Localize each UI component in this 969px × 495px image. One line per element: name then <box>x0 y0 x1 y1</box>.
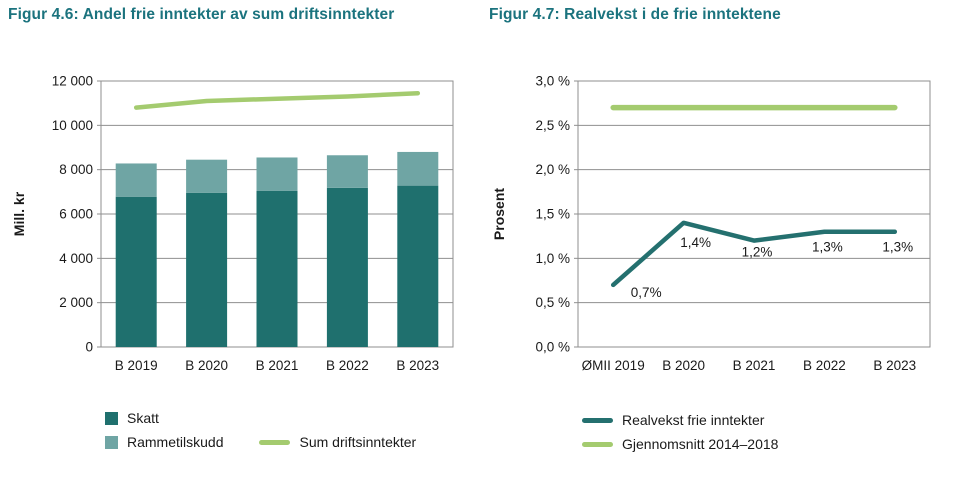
x-tick-label: B 2022 <box>326 358 369 373</box>
bar-rammetilskudd <box>256 157 298 191</box>
y-tick-label: 2 000 <box>59 295 93 310</box>
y-tick-label: 0 <box>85 340 93 355</box>
x-tick-label: ØMII 2019 <box>582 358 645 373</box>
legend-row: Gjennomsnitt 2014–2018 <box>582 433 778 455</box>
bar-rammetilskudd <box>397 151 439 186</box>
realvekst-line <box>610 220 898 288</box>
y-tick-label: 8 000 <box>59 162 93 177</box>
y-tick-label: 3,0 % <box>535 74 570 89</box>
y-tick-label: 1,5 % <box>535 207 570 222</box>
y-axis-title: Prosent <box>491 188 507 240</box>
realvekst-line-marker <box>582 417 613 423</box>
legend-label-rammetilskudd: Rammetilskudd <box>127 434 224 450</box>
data-label: 1,3% <box>882 240 913 255</box>
y-tick-label: 0,5 % <box>535 295 570 310</box>
x-tick-label: B 2022 <box>803 358 846 373</box>
y-tick-label: 4 000 <box>59 251 93 266</box>
bar-skatt <box>397 185 439 347</box>
rammetilskudd-swatch <box>105 435 118 449</box>
x-tick-label: B 2020 <box>185 358 228 373</box>
legend-figur-4-6: Skatt Rammetilskudd Sum driftsinntekter <box>105 407 416 453</box>
legend-label-sum-driftsinntekter: Sum driftsinntekter <box>299 434 417 450</box>
x-tick-label: B 2023 <box>873 358 916 373</box>
bar-rammetilskudd <box>326 155 368 188</box>
bar-skatt <box>186 192 228 347</box>
legend-label-skatt: Skatt <box>127 410 159 426</box>
legend-label-gjennomsnitt: Gjennomsnitt 2014–2018 <box>622 436 779 452</box>
x-tick-label: B 2021 <box>733 358 776 373</box>
legend-row: Skatt <box>105 407 416 429</box>
data-label: 0,7% <box>631 285 662 300</box>
y-tick-label: 1,0 % <box>535 251 570 266</box>
skatt-swatch <box>105 411 118 425</box>
y-tick-label: 0,0 % <box>535 340 570 355</box>
y-tick-label: 2,0 % <box>535 162 570 177</box>
plot-border <box>577 80 931 348</box>
bar-skatt <box>115 196 157 347</box>
y-tick-label: 12 000 <box>52 74 93 89</box>
figure-4-7-title: Figur 4.7: Realvekst i de frie inntekten… <box>489 6 781 23</box>
y-tick-label: 6 000 <box>59 207 93 222</box>
bar-skatt <box>256 190 298 347</box>
legend-figur-4-7: Realvekst frie inntekter Gjennomsnitt 20… <box>582 409 778 455</box>
sum-driftsinntekter-line <box>133 90 421 110</box>
bar-skatt <box>326 187 368 347</box>
sum-driftsinntekter-line-marker <box>259 439 291 445</box>
figure-4-6-title: Figur 4.6: Andel frie inntekter av sum d… <box>8 6 395 23</box>
chart-andel-frie-inntekter: 0 2 000 4 000 6 000 8 000 10 000 12 000 B 2019 B… <box>11 74 454 373</box>
bar-rammetilskudd <box>115 163 157 197</box>
legend-label-realvekst: Realvekst frie inntekter <box>622 412 765 428</box>
legend-row: Rammetilskudd Sum driftsinntekter <box>105 431 416 453</box>
data-label: 1,4% <box>680 235 711 250</box>
x-tick-label: B 2019 <box>115 358 158 373</box>
y-tick-label: 2,5 % <box>535 118 570 133</box>
y-axis-title: Mill. kr <box>11 191 27 236</box>
x-tick-label: B 2021 <box>256 358 299 373</box>
y-tick-label: 10 000 <box>52 118 93 133</box>
data-label: 1,3% <box>812 240 843 255</box>
gjennomsnitt-line-marker <box>582 441 613 447</box>
chart-realvekst-frie-inntekter: 0,0 % 0,5 % 1,0 % 1,5 % 2,0 % 2,5 % 3,0 % ØMII … <box>491 74 931 373</box>
data-label: 1,2% <box>742 245 773 260</box>
x-tick-label: B 2023 <box>396 358 439 373</box>
bar-rammetilskudd <box>186 159 228 193</box>
x-tick-label: B 2020 <box>662 358 705 373</box>
legend-row: Realvekst frie inntekter <box>582 409 778 431</box>
